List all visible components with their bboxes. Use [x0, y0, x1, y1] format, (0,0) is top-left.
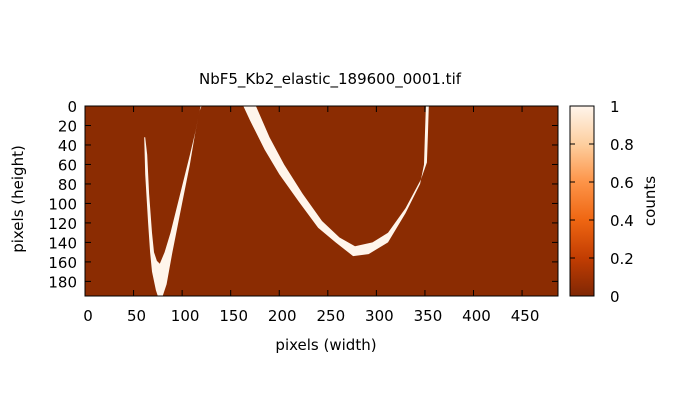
y-tick-label: 160 [48, 254, 77, 272]
x-tick-label: 450 [511, 307, 540, 325]
x-tick-label: 300 [365, 307, 394, 325]
colorbar-ticks: 0 0.2 0.4 0.6 0.8 1 [570, 98, 634, 306]
y-tick-label: 180 [48, 273, 77, 291]
y-tick-label: 80 [58, 176, 77, 194]
right-arc [243, 106, 430, 257]
y-tick-label: 140 [48, 234, 77, 252]
y-tick-label: 0 [67, 98, 77, 116]
x-tick-label: 150 [219, 307, 248, 325]
x-tick-label: 50 [127, 307, 146, 325]
colorbar-tick-label: 0.8 [610, 136, 634, 154]
y-tick-label: 40 [58, 137, 77, 155]
colorbar-label: counts [641, 176, 659, 226]
arc-layer [144, 106, 430, 296]
colorbar-tick-label: 0.4 [610, 212, 634, 230]
colorbar-tick-label: 0.6 [610, 174, 634, 192]
chart-title: NbF5_Kb2_elastic_189600_0001.tif [199, 70, 462, 89]
colorbar [569, 105, 595, 297]
plot-frame [84, 105, 559, 297]
x-axis-ticks: 0 50 100 150 200 250 300 350 400 450 [83, 106, 539, 325]
colorbar-tick-label: 0.2 [610, 250, 634, 268]
y-axis-label: pixels (height) [9, 145, 27, 253]
colorbar-tick-label: 1 [610, 98, 620, 116]
x-tick-label: 250 [316, 307, 345, 325]
x-axis-label: pixels (width) [275, 336, 376, 354]
colorbar-tick-label: 0 [610, 288, 620, 306]
y-tick-label: 120 [48, 215, 77, 233]
x-tick-label: 0 [83, 307, 93, 325]
y-tick-label: 60 [58, 156, 77, 174]
y-tick-label: 20 [58, 117, 77, 135]
x-tick-label: 400 [462, 307, 491, 325]
y-tick-label: 100 [48, 195, 77, 213]
x-tick-label: 100 [171, 307, 200, 325]
x-tick-label: 200 [268, 307, 297, 325]
x-tick-label: 350 [414, 307, 443, 325]
